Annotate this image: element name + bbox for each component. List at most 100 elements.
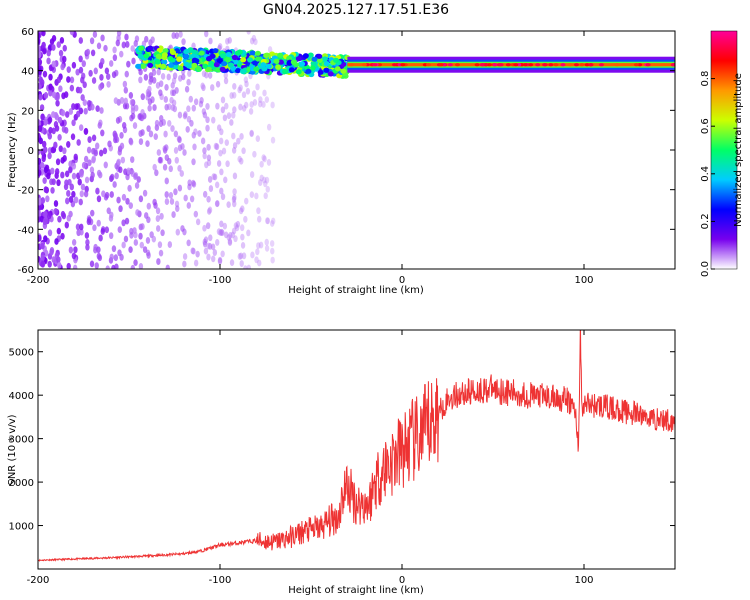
noise-blob	[112, 181, 117, 188]
noise-blob	[243, 215, 248, 223]
band-blob	[310, 60, 317, 66]
noise-blob	[101, 190, 106, 198]
noise-blob	[108, 214, 114, 222]
noise-blob	[38, 44, 41, 52]
noise-blob	[206, 242, 211, 250]
noise-blob	[91, 77, 97, 84]
noise-blob	[93, 246, 98, 254]
noise-blob	[174, 156, 179, 164]
noise-blob	[188, 95, 193, 103]
noise-blob	[182, 112, 188, 120]
band-blob	[302, 53, 309, 59]
noise-blob	[262, 89, 267, 97]
carrier-peak	[535, 63, 541, 67]
noise-blob	[71, 61, 77, 69]
noise-blob	[104, 191, 110, 199]
spectrogram-x-tick-label: 0	[399, 275, 405, 286]
noise-blob	[113, 97, 119, 105]
band-blob	[305, 68, 312, 74]
noise-blob	[204, 161, 209, 169]
noise-blob	[91, 134, 97, 142]
noise-blob	[177, 111, 183, 119]
colorbar-label: Normalized spectral amplitude	[733, 73, 744, 227]
noise-blob	[65, 197, 70, 205]
noise-blob	[171, 32, 176, 39]
snr-panel: -200 -100 0 100 1000 2000 3000 4000 5000 Height…	[7, 329, 676, 596]
noise-blob	[87, 136, 92, 143]
noise-blob	[57, 133, 62, 141]
spectrogram-y-tick-label: 40	[21, 67, 34, 78]
noise-blob	[232, 188, 237, 196]
noise-blob	[38, 198, 42, 206]
noise-blob	[100, 129, 105, 137]
noise-blob	[72, 264, 78, 269]
noise-blob	[202, 190, 208, 198]
noise-blob	[116, 158, 121, 166]
noise-blob	[205, 103, 210, 110]
band-blob	[212, 48, 219, 54]
noise-blob	[214, 200, 220, 208]
band-blob	[255, 56, 262, 62]
noise-blob	[100, 34, 105, 42]
noise-blob	[179, 170, 184, 177]
noise-blob	[50, 146, 56, 154]
noise-blob	[189, 195, 195, 203]
noise-blob	[270, 247, 275, 255]
noise-blob	[186, 105, 191, 113]
noise-blob	[211, 255, 216, 263]
noise-blob	[156, 68, 161, 76]
noise-blob	[238, 207, 244, 215]
noise-blob	[73, 153, 78, 161]
noise-blob	[115, 117, 121, 124]
noise-blob	[240, 205, 245, 213]
noise-blob	[40, 113, 45, 121]
noise-blob	[71, 103, 76, 110]
carrier-peak	[392, 63, 398, 67]
noise-blob	[239, 133, 244, 140]
noise-blob	[159, 212, 164, 220]
noise-blob	[181, 73, 186, 81]
noise-blob	[262, 176, 267, 184]
carrier-peak	[542, 63, 548, 67]
noise-blob	[38, 32, 41, 40]
noise-blob	[207, 206, 213, 214]
noise-blob	[261, 101, 266, 108]
noise-blob	[237, 155, 242, 163]
noise-blob	[69, 31, 75, 36]
noise-blob	[73, 246, 78, 254]
band-blob	[227, 62, 234, 68]
noise-blob	[51, 44, 56, 51]
noise-blob	[113, 132, 118, 140]
band-blob	[202, 63, 209, 69]
noise-blob	[146, 202, 151, 210]
noise-blob	[58, 49, 64, 57]
noise-blob	[185, 125, 190, 133]
band-blob	[323, 61, 330, 67]
noise-blob	[256, 242, 261, 249]
noise-blob	[177, 164, 182, 172]
noise-blob	[223, 72, 228, 79]
band-blob	[232, 59, 239, 65]
noise-blob	[121, 41, 126, 49]
colorbar-tick-label: 0.6	[700, 118, 711, 134]
band-blob	[155, 53, 162, 60]
band-blob	[309, 65, 316, 71]
noise-blob	[186, 78, 191, 86]
band-blob	[231, 54, 238, 61]
noise-blob	[219, 168, 224, 176]
noise-blob	[257, 215, 262, 223]
band-blob	[265, 63, 272, 69]
noise-blob	[181, 38, 186, 46]
noise-blob	[155, 215, 161, 222]
band-blob	[275, 64, 282, 70]
noise-blob	[78, 55, 83, 63]
noise-blob	[215, 239, 220, 246]
noise-blob	[246, 229, 251, 237]
noise-blob	[229, 259, 235, 267]
band-blob	[160, 63, 167, 69]
noise-blob	[232, 200, 237, 208]
noise-blob	[38, 58, 43, 66]
noise-blob	[241, 91, 247, 99]
band-blob	[161, 58, 168, 65]
carrier-peak	[498, 63, 504, 67]
